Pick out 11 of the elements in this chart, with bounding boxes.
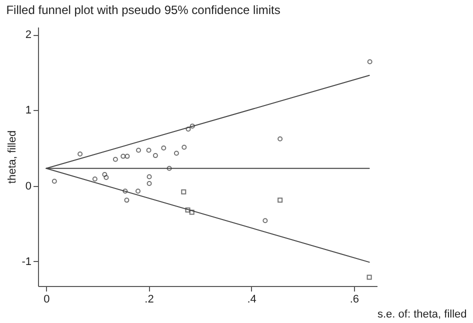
y-tick-label: 0 (25, 180, 32, 192)
x-tick-label: .2 (144, 294, 154, 306)
chart-title: Filled funnel plot with pseudo 95% confidence limits (6, 3, 280, 17)
x-axis-title: s.e. of: theta, filled (378, 308, 467, 320)
y-tick-label: 2 (25, 29, 32, 42)
x-tick-label: .6 (350, 294, 360, 306)
y-tick-label: -1 (22, 256, 32, 268)
y-tick-label: 1 (25, 104, 32, 117)
x-tick-label: .4 (247, 294, 256, 306)
x-tick-label: 0 (44, 294, 50, 306)
y-axis-title: theta, filled (6, 130, 19, 184)
